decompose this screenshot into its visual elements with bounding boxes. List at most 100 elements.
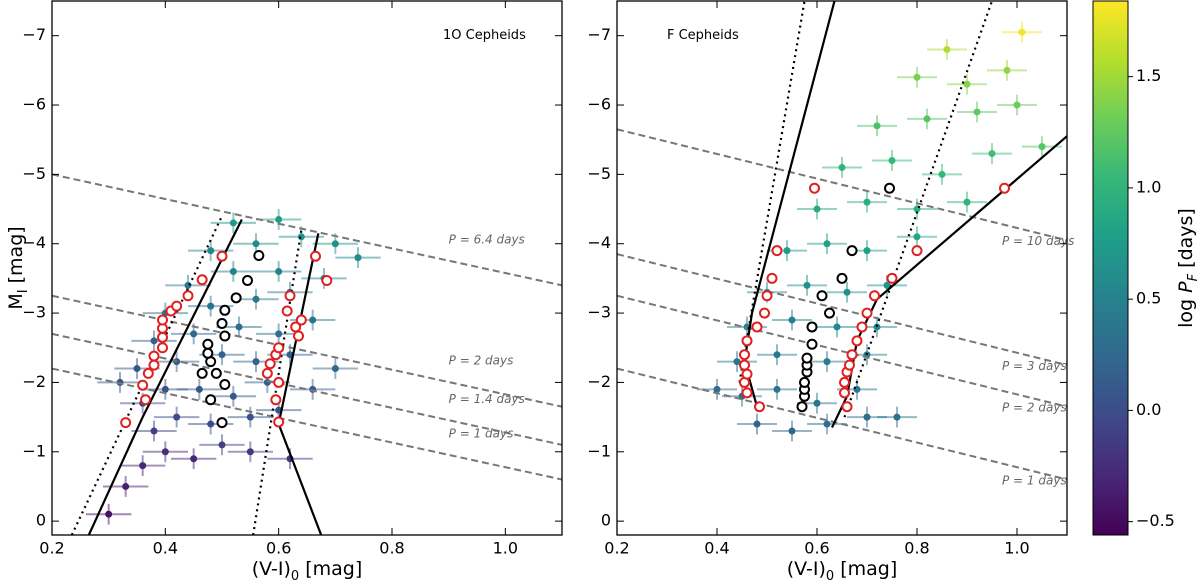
point [823,420,831,428]
ridge-point [844,359,855,371]
ridge-point [253,250,265,262]
y-tick-label: −3 [587,303,611,322]
y-axis-label-part: I [16,289,31,293]
ridge-point [140,394,151,406]
colorbar-label-part: log [1175,293,1197,328]
point [1018,28,1026,36]
y-tick-label: −6 [22,95,46,114]
ridge-point [273,376,285,388]
ridge-point [196,367,208,379]
point [275,215,283,223]
ridge-point [801,352,813,364]
point [943,46,951,54]
ridge-point [202,338,214,350]
point [218,441,226,449]
ridge-point [806,338,818,350]
ridge-point [171,300,183,312]
y-tick-label: −4 [22,233,46,252]
ridge-point [284,290,296,302]
point [923,115,931,123]
point [838,163,846,171]
point [207,302,215,310]
colorbar-tick-label: 1.5 [1136,66,1161,85]
point [122,482,130,490]
ridge-point [771,245,783,257]
ridge-point [886,272,898,284]
x-tick-label: 0.4 [153,539,178,558]
ridge-point [137,379,149,391]
point [783,247,791,255]
ridge-point [216,417,228,429]
point [773,385,781,393]
point [753,420,761,428]
colorbar-tick-label: 0.5 [1136,289,1161,308]
edge-line [738,1,806,383]
x-axis-label-part: [mag] [299,558,362,580]
y-tick-label: −3 [22,303,46,322]
point [161,448,169,456]
point [733,358,741,366]
ridge-point [182,290,194,302]
ridge-point [219,379,231,391]
y-tick-label: −2 [587,372,611,391]
y-tick-label: −6 [587,95,611,114]
point [190,330,198,338]
point [246,413,254,421]
ridge-point [270,394,282,406]
point [963,198,971,206]
ridge-point [754,401,765,413]
point [883,281,891,289]
point [218,351,226,359]
point [788,427,796,435]
ridge-point [846,349,858,361]
point [252,240,260,248]
plot-area [617,1,1067,481]
ridge-point [911,245,923,257]
point [139,462,147,470]
point [823,358,831,366]
colorbar-tick-label: 1.0 [1136,177,1161,196]
x-tick-label: 0.2 [39,539,64,558]
point [863,247,871,255]
ridge-point [809,182,820,194]
colorbar-label-part: F [1186,273,1200,281]
point [963,80,971,88]
point [252,295,260,303]
ridge-point [836,272,848,284]
point [173,413,181,421]
y-tick-label: −5 [587,164,611,183]
x-tick-label: 0.8 [379,539,404,558]
point [1038,143,1046,151]
x-axis-label-part: [mag] [834,558,897,580]
period-line [52,294,562,408]
y-axis-label-part: [mag] [5,226,27,289]
ridge-point [290,321,302,333]
y-tick-label: −4 [587,233,611,252]
ridge-point [261,367,273,379]
point [150,337,158,345]
ridge-point [148,350,160,362]
ridge-point [741,387,753,399]
point [246,448,254,456]
ridge-point [216,250,228,262]
point [354,254,362,262]
ridge-point [796,401,808,413]
x-axis-label-part: (V-I) [787,558,826,580]
ridge-point [799,376,810,388]
ridge-point [751,321,763,333]
x-axis-label-part: 0 [291,569,299,583]
ridge-point [281,305,293,317]
ridge-point [230,292,242,304]
y-tick-label: 0 [601,511,611,530]
period-label: P = 1.4 days [449,392,525,406]
point [863,413,871,421]
point [275,330,283,338]
y-tick-label: −2 [22,372,46,391]
point [309,316,317,324]
annotation: 1O Cepheids [443,28,526,43]
ridge-point [273,416,285,428]
point [133,365,141,373]
edge-line [831,135,1067,428]
ridge-point [205,394,217,406]
ridge-point [741,335,753,347]
